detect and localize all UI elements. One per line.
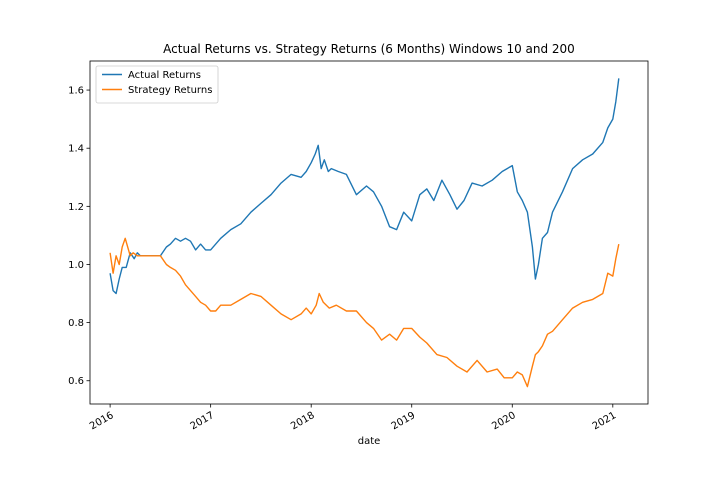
y-tick-label: 0.6 <box>68 376 84 387</box>
x-tick-label: 2016 <box>88 410 116 432</box>
x-tick-label: 2019 <box>390 410 418 432</box>
y-axis: 0.6 0.8 1.0 1.2 1.4 1.6 <box>68 86 90 387</box>
x-tick-label: 2017 <box>189 410 217 432</box>
x-axis: 2016 2017 2018 2019 2020 2021 <box>88 404 618 432</box>
y-tick-label: 1.4 <box>68 144 84 155</box>
x-axis-label: date <box>358 436 381 447</box>
x-tick-label: 2021 <box>591 410 619 432</box>
chart-title: Actual Returns vs. Strategy Returns (6 M… <box>163 42 575 56</box>
series-line-1 <box>109 237 620 388</box>
y-tick-label: 1.6 <box>68 86 84 97</box>
y-tick-label: 1.0 <box>68 260 84 271</box>
legend-label-0: Actual Returns <box>128 70 201 81</box>
y-tick-label: 1.2 <box>68 202 84 213</box>
x-tick-label: 2018 <box>289 410 317 432</box>
legend-box <box>95 65 219 104</box>
y-tick-label: 0.8 <box>68 318 84 329</box>
x-tick-label: 2020 <box>490 410 518 432</box>
series-line-0 <box>109 78 620 295</box>
legend-label-1: Strategy Returns <box>128 85 212 96</box>
legend: Actual Returns Strategy Returns <box>95 65 219 104</box>
axes-frame <box>89 60 649 405</box>
plot-area <box>89 60 649 405</box>
